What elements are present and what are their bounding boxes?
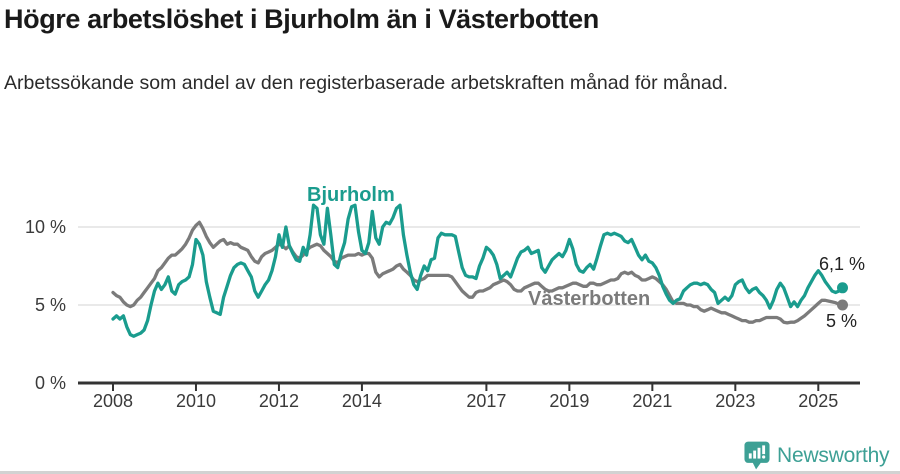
newsworthy-brand-name: Newsworthy [777,443,890,467]
series-label-bjurholm: Bjurholm [307,184,395,206]
x-axis-tick-label: 2014 [341,391,382,411]
chart-plot-area [78,203,860,391]
x-axis-tick-label: 2025 [798,391,839,411]
y-axis-tick-label: 5 % [34,295,66,315]
x-axis-tick-label: 2012 [258,391,299,411]
x-axis-tick-label: 2010 [175,391,216,411]
x-axis-tick-label: 2021 [632,391,673,411]
x-axis-tick-label: 2019 [549,391,590,411]
bottom-border [0,471,900,474]
x-axis-tick-label: 2023 [715,391,756,411]
page-title: Högre arbetslöshet i Bjurholm än i Väste… [4,4,599,34]
page-subtitle: Arbetssökande som andel av den registerb… [4,72,729,94]
end-value-label-vasterbotten: 5 % [826,311,858,331]
y-axis-tick-label: 0 % [34,373,66,393]
series-label-vasterbotten: Västerbotten [528,288,651,310]
x-axis-tick-label: 2017 [466,391,507,411]
x-axis-tick-label: 2008 [92,391,134,411]
end-value-label-bjurholm: 6,1 % [819,254,866,274]
y-axis-tick-label: 10 % [24,217,66,237]
newsworthy-logo: Newsworthy [744,441,890,470]
bar-chart-speech-bubble-icon [744,441,770,470]
line-chart: 0 % 5 % 10 % 2008 2010 2012 2014 2017 2019 2021 2… [24,184,866,411]
